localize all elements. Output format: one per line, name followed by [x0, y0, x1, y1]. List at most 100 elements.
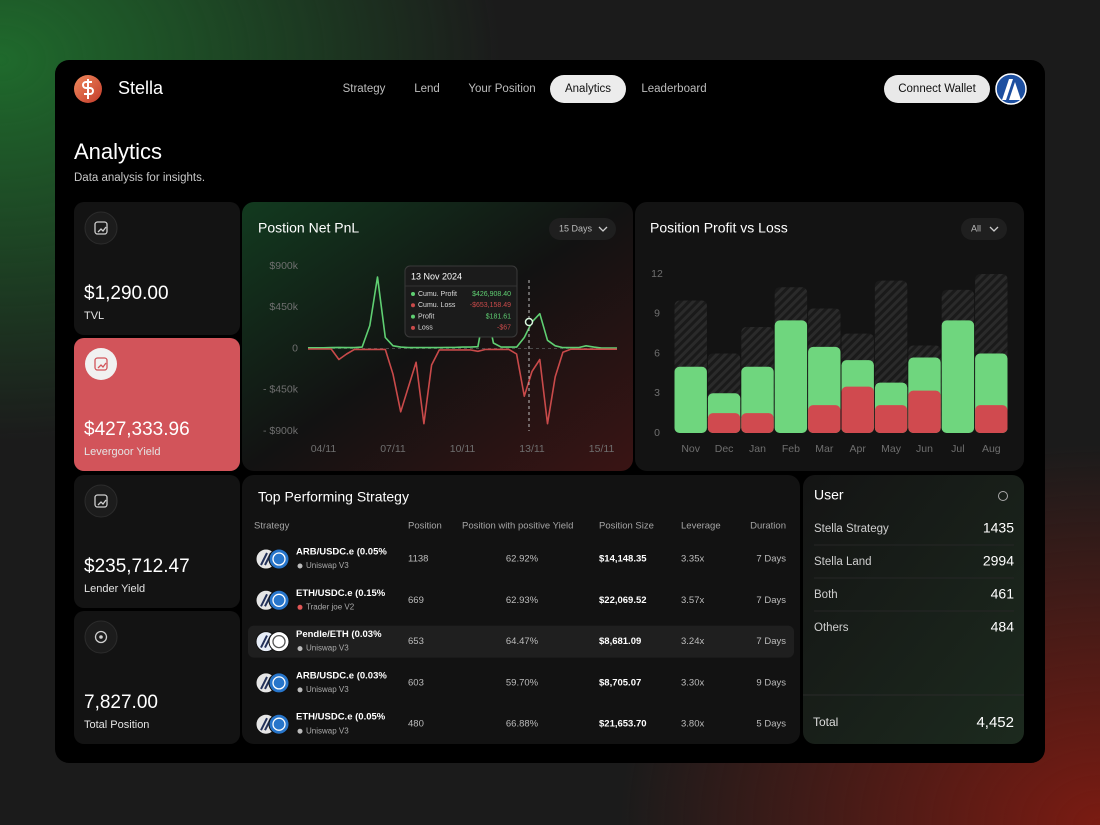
cell: 603 — [408, 677, 424, 688]
hover-dot — [524, 317, 534, 327]
connect-label[interactable]: Connect Wallet — [898, 83, 976, 95]
tooltip-dot — [411, 292, 415, 296]
nav-item[interactable]: Lend — [414, 83, 440, 95]
y-tick-label: 3 — [654, 387, 660, 399]
x-tick-label: Nov — [681, 443, 700, 455]
protocol-name: Uniswap V3 — [306, 685, 349, 694]
connect-button[interactable] — [884, 75, 990, 103]
y-tick-label: - $900k — [263, 425, 299, 437]
cell: 3.30x — [681, 677, 704, 688]
y-tick-label: 6 — [654, 347, 660, 359]
user-value: 484 — [991, 619, 1015, 635]
cell: 62.93% — [506, 595, 539, 606]
cell: 7 Days — [756, 636, 786, 647]
bar-range-label[interactable]: All — [971, 223, 981, 233]
total-value: 4,452 — [976, 714, 1014, 731]
stat-icon-glyph — [97, 226, 107, 233]
bar — [808, 405, 841, 433]
cell: 5 Days — [756, 719, 786, 730]
brand[interactable]: Stella — [118, 78, 164, 98]
column-header: Position with positive Yield — [462, 521, 573, 532]
protocol-icon — [297, 646, 303, 652]
stat-label: Levergoor Yield — [84, 446, 160, 458]
y-tick-label: 0 — [292, 342, 298, 354]
stat-icon — [85, 348, 117, 380]
cell: 653 — [408, 636, 424, 647]
tooltip-title: 13 Nov 2024 — [411, 271, 462, 281]
token-icon — [268, 631, 290, 653]
cell: 64.47% — [506, 636, 539, 647]
strategy-name: Pendle/ETH (0.03% — [296, 629, 382, 640]
user-label: Others — [814, 622, 849, 634]
stat-icon-glyph — [99, 635, 103, 639]
page-title: Analytics — [74, 139, 162, 164]
column-header: Position — [408, 521, 442, 532]
nav-item[interactable]: Analytics — [565, 83, 611, 95]
strategy-name: ETH/USDC.e (0.05% — [296, 712, 386, 723]
nav-item[interactable]: Leaderboard — [641, 83, 706, 95]
user-value: 2994 — [983, 553, 1014, 569]
protocol-name: Uniswap V3 — [306, 561, 349, 570]
cell: 66.88% — [506, 719, 539, 730]
token-glyph — [272, 717, 286, 731]
y-tick-label: - $450k — [263, 384, 299, 396]
tooltip-value: $426,908.40 — [472, 291, 511, 298]
token-icon — [268, 713, 290, 735]
token-glyph — [272, 593, 286, 607]
bar — [707, 413, 741, 433]
tooltip-value: $181.61 — [486, 313, 511, 320]
bar — [975, 405, 1008, 433]
protocol-name: Uniswap V3 — [306, 644, 349, 653]
nav-item[interactable]: Your Position — [468, 83, 535, 95]
token-glyph — [272, 634, 286, 649]
tooltip-label: Profit — [418, 313, 434, 320]
token-icon — [268, 589, 290, 611]
nav-active-pill[interactable] — [550, 75, 626, 103]
cell: 7 Days — [756, 595, 786, 606]
cell: 480 — [408, 719, 424, 730]
stat-icon — [84, 484, 118, 518]
token-icon — [268, 548, 290, 570]
strategy-name: ARB/USDC.e (0.05% — [296, 547, 387, 558]
column-header: Duration — [750, 521, 786, 532]
x-tick-label: 13/11 — [519, 443, 545, 455]
cell: $8,681.09 — [599, 636, 641, 647]
info-icon[interactable] — [998, 491, 1008, 501]
x-tick-label: 10/11 — [450, 443, 476, 455]
pnl-line — [308, 348, 617, 425]
y-tick-label: 12 — [651, 268, 663, 280]
stat-icon-glyph — [94, 221, 108, 235]
row-highlight — [248, 625, 794, 658]
x-tick-label: Aug — [982, 443, 1001, 455]
table-card — [242, 475, 800, 744]
pnl-line — [308, 276, 617, 349]
bar-range-select[interactable] — [961, 218, 1007, 240]
cell: 3.80x — [681, 719, 704, 730]
strategy-name: ETH/USDC.e (0.15% — [296, 588, 386, 599]
user-value: 461 — [991, 586, 1015, 602]
cell: 62.92% — [506, 554, 539, 565]
y-tick-label: 9 — [654, 308, 660, 320]
protocol-name: Trader joe V2 — [306, 602, 355, 611]
tooltip-value: -$653,158.49 — [470, 302, 511, 309]
column-header: Strategy — [254, 521, 290, 532]
nav-item[interactable]: Strategy — [343, 83, 386, 95]
page-subtitle: Data analysis for insights. — [74, 172, 205, 184]
y-tick-label: $450k — [269, 301, 298, 313]
protocol-name: Uniswap V3 — [306, 726, 349, 735]
protocol-icon — [297, 728, 303, 734]
pnl-range-label[interactable]: 15 Days — [559, 223, 593, 233]
x-tick-label: Apr — [850, 443, 867, 455]
stat-icon-glyph — [97, 499, 107, 506]
stat-icon — [84, 211, 118, 245]
stat-label: Total Position — [84, 719, 149, 731]
bar-title: Position Profit vs Loss — [650, 220, 788, 236]
pnl-range-select[interactable] — [549, 218, 616, 240]
cell: 3.35x — [681, 554, 704, 565]
stat-label: Lender Yield — [84, 583, 145, 595]
stat-value: $427,333.96 — [84, 419, 190, 440]
bar — [741, 413, 774, 433]
strategy-name: ARB/USDC.e (0.03% — [296, 670, 387, 681]
x-tick-label: 04/11 — [311, 443, 337, 455]
